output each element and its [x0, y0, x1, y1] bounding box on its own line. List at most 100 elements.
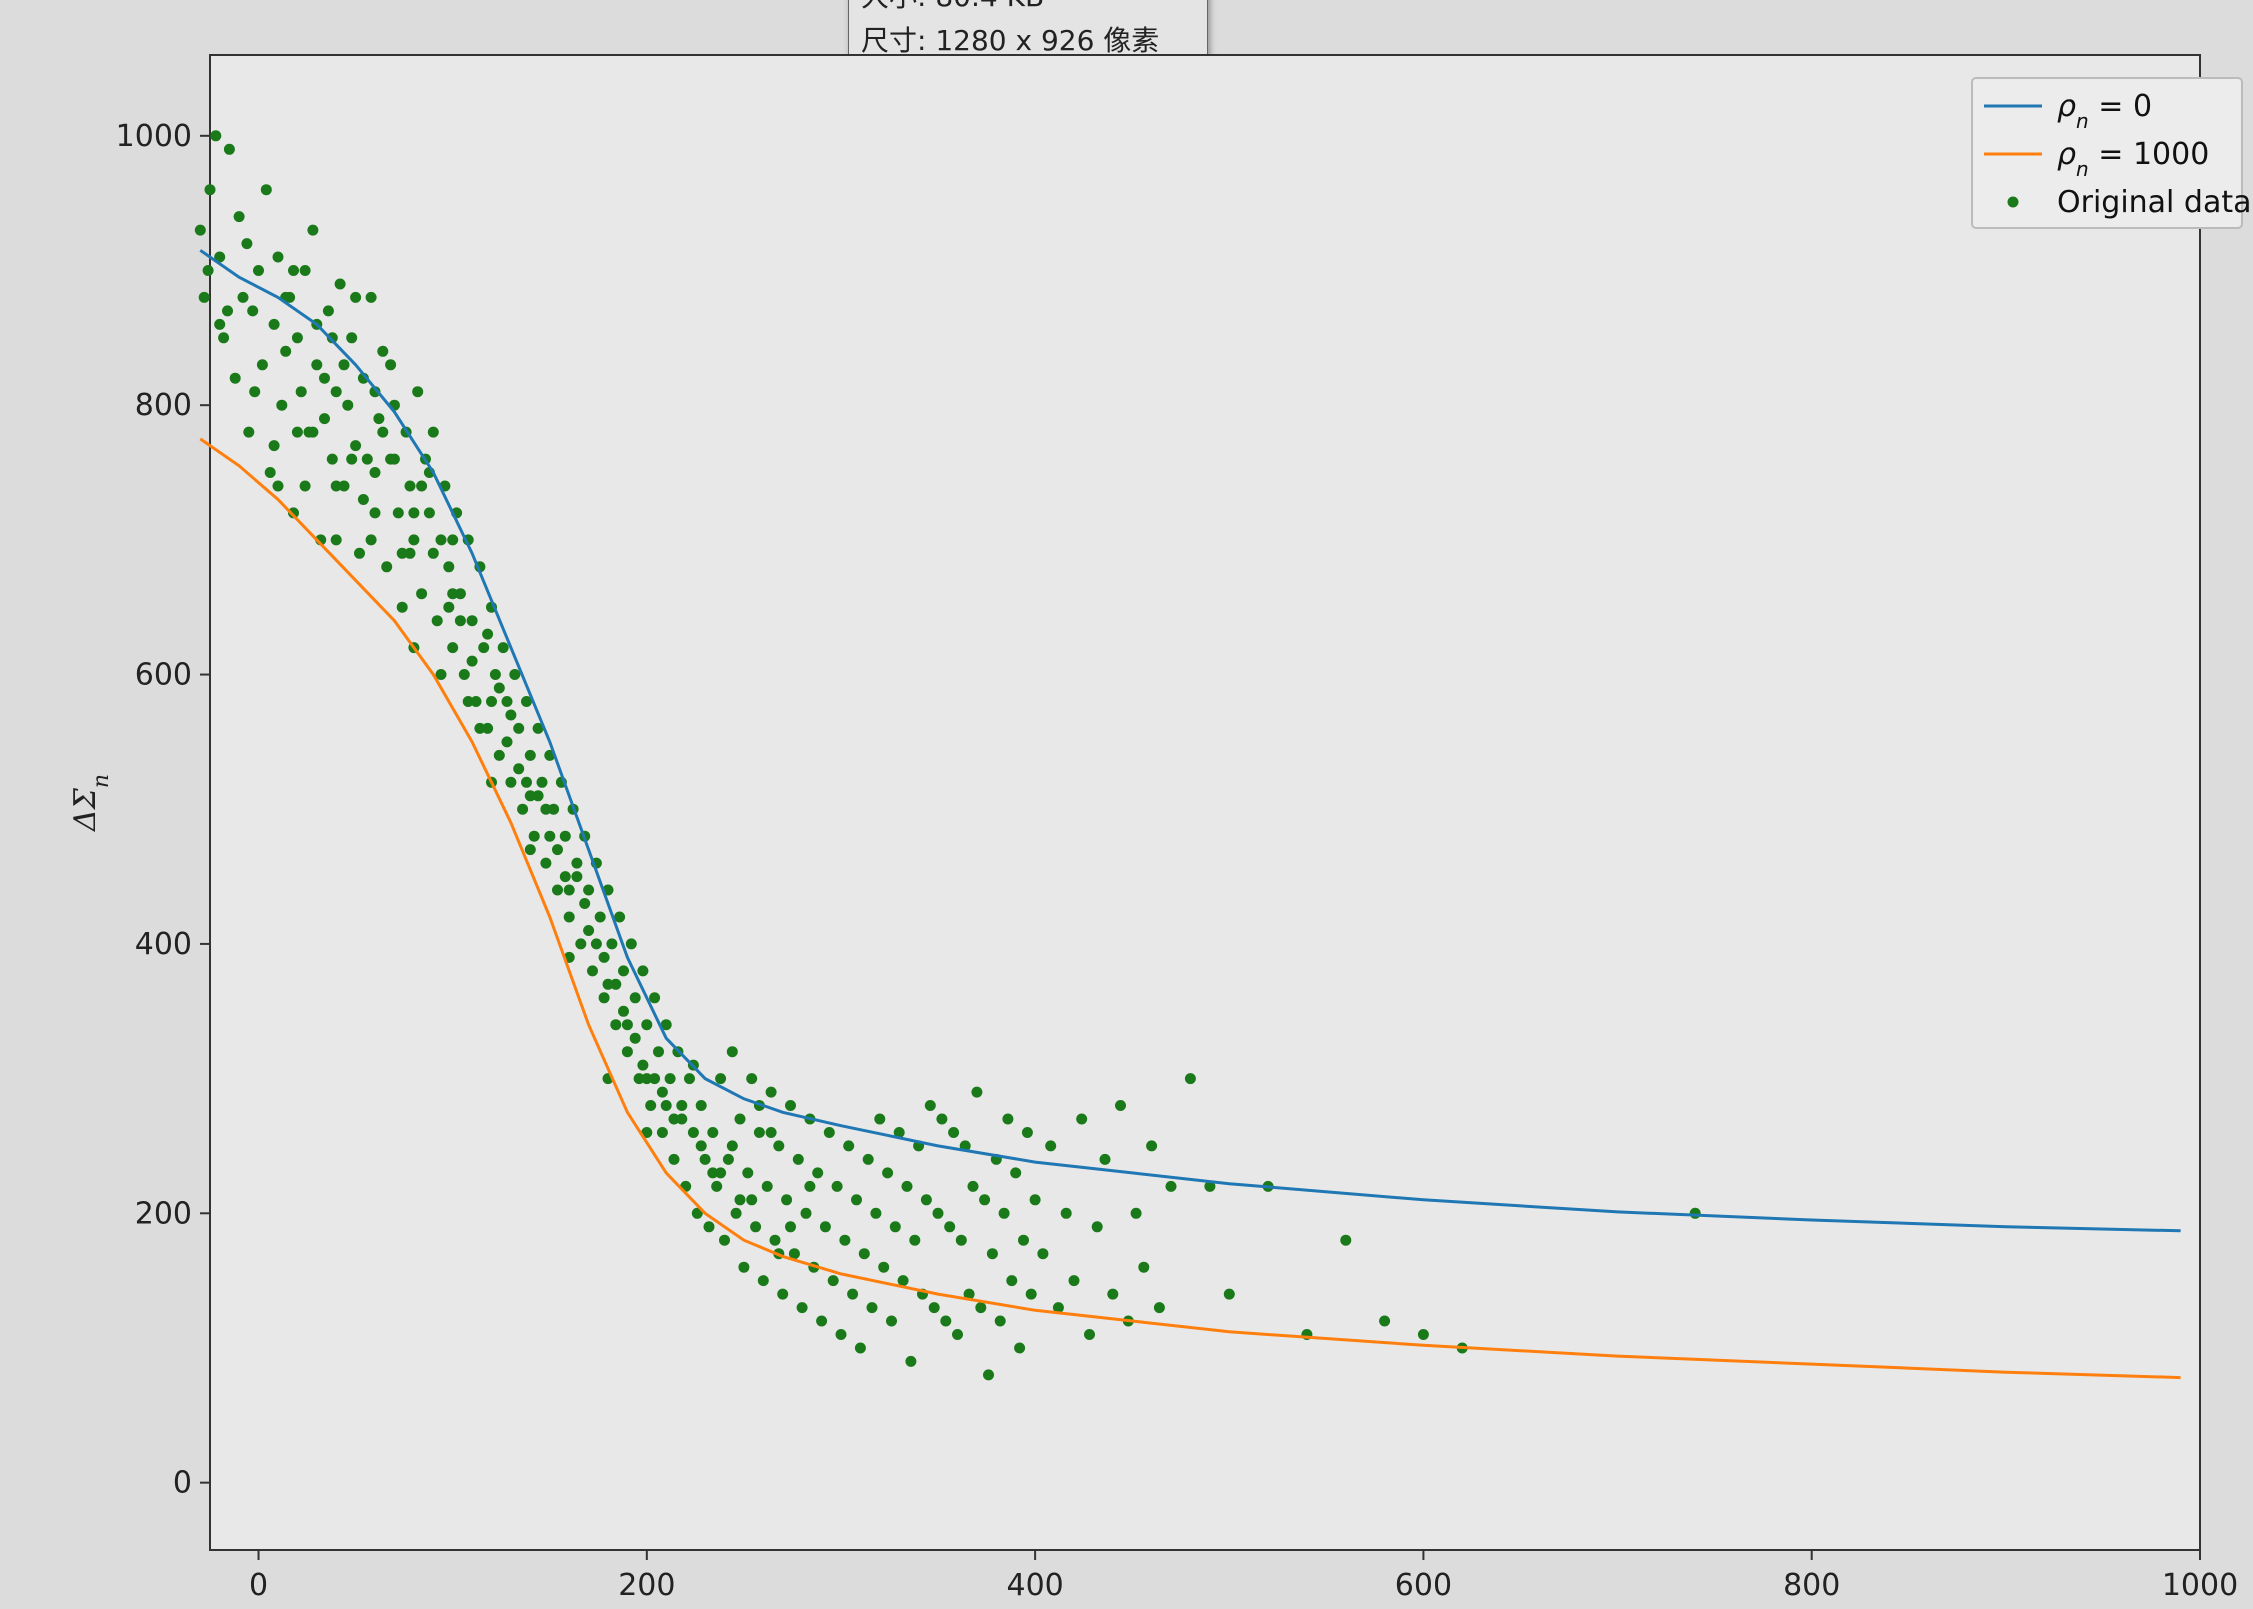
data-point — [765, 1086, 777, 1098]
data-point — [649, 1073, 661, 1085]
data-point — [839, 1234, 851, 1246]
data-point — [936, 1113, 948, 1125]
data-point — [299, 265, 311, 276]
data-point — [769, 1234, 781, 1246]
data-point — [994, 1315, 1006, 1327]
data-point — [443, 561, 455, 573]
data-point — [532, 790, 544, 802]
data-point — [204, 184, 216, 196]
data-point — [396, 601, 408, 613]
data-point — [427, 547, 439, 559]
data-point — [524, 844, 536, 856]
data-point — [361, 453, 373, 465]
data-point — [847, 1288, 859, 1300]
data-point — [897, 1275, 909, 1287]
data-point — [746, 1194, 758, 1206]
data-point — [602, 978, 614, 990]
data-point — [505, 709, 517, 721]
data-point — [280, 345, 292, 357]
data-point — [458, 669, 470, 680]
data-point — [536, 776, 548, 788]
data-point — [260, 184, 272, 196]
data-point — [827, 1275, 839, 1287]
y-axis-label: ΔΣn — [68, 774, 114, 832]
data-point — [684, 1073, 695, 1085]
data-point — [223, 143, 235, 155]
legend-label: ρn = 1000 — [2057, 137, 2209, 181]
data-point — [703, 1221, 715, 1233]
data-point — [563, 911, 575, 923]
data-point — [932, 1207, 944, 1219]
data-point — [291, 426, 303, 438]
data-point — [715, 1167, 727, 1179]
data-point — [1165, 1180, 1177, 1192]
data-point — [478, 642, 490, 654]
data-point — [241, 238, 253, 250]
data-point — [435, 669, 447, 680]
data-point — [695, 1100, 707, 1111]
data-point — [660, 1019, 672, 1031]
data-point — [307, 224, 319, 236]
y-tick-label: 200 — [135, 1196, 192, 1231]
data-point — [385, 359, 397, 371]
data-point — [656, 1127, 668, 1138]
data-point — [940, 1315, 952, 1327]
data-point — [777, 1288, 789, 1300]
data-point — [501, 736, 513, 748]
data-point — [214, 251, 226, 263]
data-point — [637, 965, 649, 977]
data-point — [1689, 1207, 1701, 1219]
data-point — [454, 615, 466, 627]
data-point — [1099, 1153, 1111, 1165]
data-point — [1340, 1234, 1352, 1246]
data-point — [804, 1180, 816, 1192]
data-point — [734, 1113, 746, 1125]
data-point — [404, 547, 416, 559]
data-point — [1204, 1180, 1216, 1192]
legend: ρn = 0ρn = 1000 Original data — [1971, 77, 2252, 229]
data-point — [664, 1073, 676, 1085]
data-point — [346, 453, 358, 465]
tooltip-size-line: 大小: 80.4 KB — [861, 0, 1195, 19]
data-point — [559, 830, 571, 842]
data-point — [222, 305, 233, 317]
data-point — [194, 224, 206, 236]
data-point — [656, 1086, 668, 1098]
data-point — [470, 696, 482, 707]
data-point — [579, 898, 591, 909]
data-point — [614, 911, 626, 923]
data-point — [625, 938, 637, 950]
data-point — [1417, 1329, 1429, 1340]
tooltip-dimensions-line: 尺寸: 1280 x 926 像素 — [861, 24, 1160, 57]
line-series-0 — [199, 249, 2181, 1233]
data-point — [649, 992, 661, 1004]
data-point — [660, 1100, 672, 1111]
data-point — [1037, 1248, 1049, 1260]
legend-label: ρn = 0 — [2057, 89, 2152, 133]
data-point — [354, 547, 365, 559]
data-point — [753, 1127, 765, 1138]
data-point — [571, 871, 583, 883]
data-point — [843, 1140, 855, 1152]
data-point — [497, 642, 509, 654]
data-point — [466, 615, 478, 627]
data-point — [773, 1140, 785, 1152]
data-point — [816, 1315, 828, 1327]
data-point — [1091, 1221, 1103, 1233]
data-point — [319, 413, 330, 425]
data-point — [598, 951, 610, 963]
data-point — [435, 534, 447, 546]
data-point — [338, 480, 350, 492]
data-point — [788, 1248, 800, 1260]
data-point — [835, 1329, 847, 1340]
data-point — [983, 1369, 994, 1381]
data-point — [781, 1194, 793, 1206]
data-point — [431, 615, 443, 627]
data-point — [330, 480, 342, 492]
data-point — [707, 1127, 719, 1138]
data-point — [998, 1207, 1010, 1219]
data-point — [878, 1261, 890, 1273]
data-point — [633, 1073, 645, 1085]
data-point — [1006, 1275, 1018, 1287]
data-point — [819, 1221, 831, 1233]
